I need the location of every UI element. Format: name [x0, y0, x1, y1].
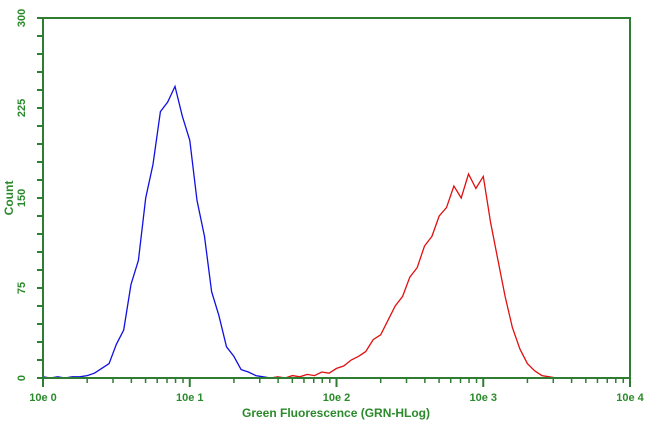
histogram-series-2	[263, 172, 557, 379]
x-tick-label: 10e 0	[29, 392, 57, 404]
x-tick-label: 10e 4	[616, 392, 644, 404]
plot-frame	[42, 17, 631, 379]
histogram-series-1	[42, 84, 278, 379]
x-tick-label: 10e 3	[469, 392, 497, 404]
y-tick-label: 75	[16, 282, 28, 294]
y-tick-label: 0	[16, 375, 28, 381]
y-axis-label: Count	[2, 181, 16, 216]
y-tick-label: 300	[16, 9, 28, 27]
x-tick-label: 10e 1	[176, 392, 204, 404]
x-tick-label: 10e 2	[323, 392, 351, 404]
y-tick-label: 225	[16, 99, 28, 117]
x-axis-label: Green Fluorescence (GRN-HLog)	[242, 406, 430, 420]
y-tick-label: 150	[16, 189, 28, 207]
